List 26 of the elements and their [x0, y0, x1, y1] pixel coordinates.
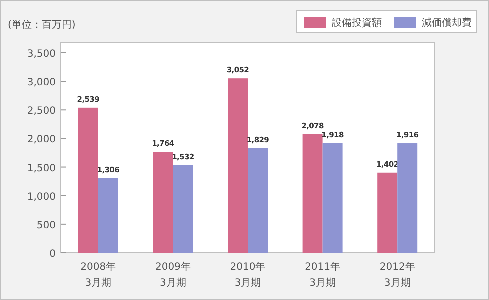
y-tick-label: 500: [36, 220, 56, 232]
y-axis-title: (単位：百万円): [8, 19, 76, 31]
y-tick-label: 3,000: [27, 78, 56, 89]
x-tick-label: 2009年 3月期: [155, 261, 191, 289]
x-tick-label: 2008年 3月期: [80, 261, 116, 289]
bar: [248, 148, 268, 253]
y-tick-label: 2,500: [27, 106, 56, 118]
bar: [322, 143, 343, 253]
bar: [153, 152, 174, 253]
y-tick-label: 2,000: [27, 134, 56, 146]
legend-label: 減価償却費: [422, 17, 472, 29]
bar: [398, 144, 418, 253]
y-tick-label: 1,500: [27, 163, 56, 174]
bar: [302, 134, 323, 253]
bar: [78, 108, 98, 253]
y-tick-label: 0: [50, 249, 56, 260]
bar: [173, 165, 194, 253]
legend-label: 設備投資額: [332, 17, 382, 29]
bar: [378, 172, 398, 253]
x-tick-label: 2010年 3月期: [230, 261, 266, 289]
y-tick-label: 1,000: [27, 192, 56, 203]
x-tick-label: 2012年 3月期: [380, 261, 416, 289]
x-tick-label: 2011年 3月期: [305, 261, 341, 289]
bar: [228, 78, 248, 253]
bar: [98, 178, 118, 253]
y-tick-label: 3,500: [27, 49, 56, 60]
